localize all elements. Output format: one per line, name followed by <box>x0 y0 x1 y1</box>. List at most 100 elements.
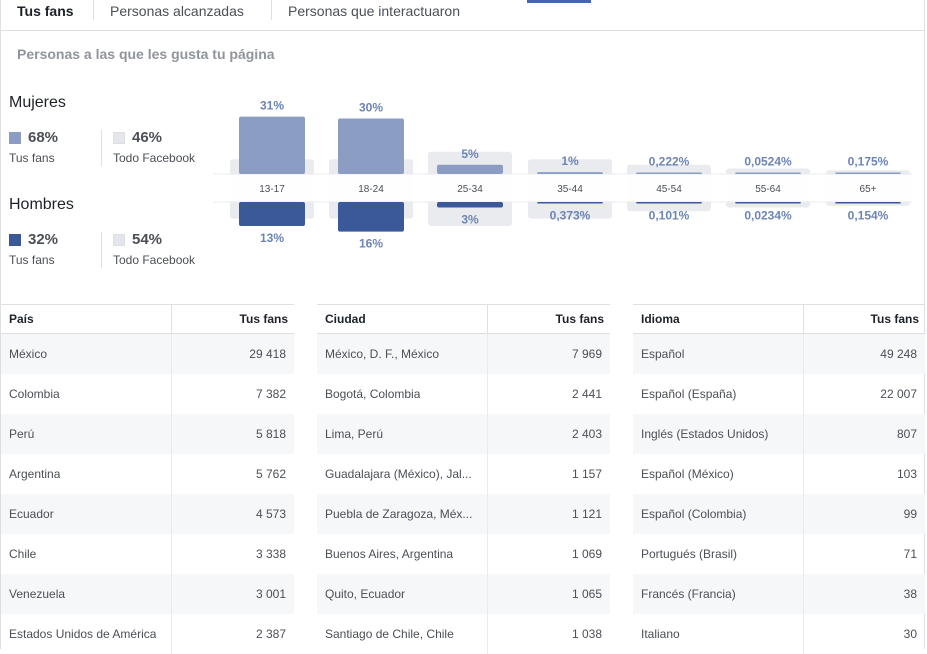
row-name: Colombia <box>9 387 60 401</box>
column-header-fans[interactable]: Tus fans <box>870 312 919 326</box>
men-bar-45-54 <box>636 202 702 204</box>
row-fans-count: 4 573 <box>255 507 286 521</box>
men-divider <box>101 232 102 268</box>
table-header: Idioma Tus fans <box>633 304 925 334</box>
row-name: Buenos Aires, Argentina <box>325 547 454 561</box>
row-name: Chile <box>9 547 37 561</box>
men-facebook-swatch <box>113 234 125 246</box>
table-row: México, D. F., México 7 969 <box>317 334 610 374</box>
men-bar-35-44 <box>537 202 603 204</box>
row-fans-count: 38 <box>903 587 917 601</box>
row-fans-count: 1 121 <box>571 507 602 521</box>
men-bar-25-34 <box>437 202 503 208</box>
table-body: Español 49 248 Español (España) 22 007 Inglé… <box>633 334 925 654</box>
column-divider <box>487 574 488 614</box>
row-fans-count: 3 338 <box>255 547 286 561</box>
table-row: Español 49 248 <box>633 334 925 374</box>
column-divider <box>487 414 488 454</box>
row-name: Portugués (Brasil) <box>641 547 738 561</box>
women-facebook-label: Todo Facebook <box>113 151 196 165</box>
men-value-label-25-34: 3% <box>461 213 479 227</box>
column-divider <box>487 305 488 333</box>
women-bar-45-54 <box>636 172 702 174</box>
row-name: México <box>9 347 48 361</box>
row-name: Inglés (Estados Unidos) <box>641 427 769 441</box>
row-fans-count: 30 <box>903 627 917 641</box>
men-facebook-percent: 54% <box>132 231 163 248</box>
men-value-label-13-17: 13% <box>260 231 284 245</box>
women-value-label-45-54: 0,222% <box>649 155 690 169</box>
column-divider <box>487 494 488 534</box>
table-row: Buenos Aires, Argentina 1 069 <box>317 534 610 574</box>
table-row: México 29 418 <box>1 334 294 374</box>
table-row: Español (Colombia) 99 <box>633 494 925 534</box>
table-row: Bogotá, Colombia 2 441 <box>317 374 610 414</box>
table-row: Italiano 30 <box>633 614 925 654</box>
column-header-name[interactable]: Idioma <box>641 312 680 326</box>
table-row: Guadalajara (México), Jal... 1 157 <box>317 454 610 494</box>
women-bar-35-44 <box>537 172 603 174</box>
row-fans-count: 1 065 <box>571 587 602 601</box>
row-name: México, D. F., México <box>325 347 440 361</box>
men-title: Hombres <box>9 196 74 213</box>
table-row: Chile 3 338 <box>1 534 294 574</box>
men-fans-swatch <box>9 234 21 246</box>
column-divider <box>487 614 488 654</box>
row-fans-count: 22 007 <box>880 387 917 401</box>
tab-personas-alcanzadas[interactable]: Personas alcanzadas <box>110 3 244 19</box>
row-name: Español (México) <box>641 467 734 481</box>
row-name: Puebla de Zaragoza, Méx... <box>325 507 473 521</box>
tab-indicator <box>527 0 591 3</box>
table-header: Ciudad Tus fans <box>317 304 610 334</box>
row-fans-count: 1 069 <box>571 547 602 561</box>
tab-tus-fans[interactable]: Tus fans <box>17 3 74 19</box>
table-row: Español (México) 103 <box>633 454 925 494</box>
column-divider <box>803 454 804 494</box>
row-fans-count: 2 387 <box>255 627 286 641</box>
row-name: Argentina <box>9 467 61 481</box>
row-fans-count: 71 <box>903 547 917 561</box>
column-header-name[interactable]: Ciudad <box>325 312 366 326</box>
column-header-fans[interactable]: Tus fans <box>239 312 288 326</box>
column-divider <box>803 574 804 614</box>
column-header-name[interactable]: País <box>9 312 34 326</box>
column-divider <box>171 374 172 414</box>
row-fans-count: 49 248 <box>880 347 917 361</box>
table-row: Perú 5 818 <box>1 414 294 454</box>
row-name: Estados Unidos de América <box>9 627 157 641</box>
column-divider <box>171 334 172 374</box>
column-divider <box>803 614 804 654</box>
table-row: Estados Unidos de América 2 387 <box>1 614 294 654</box>
men-fans-percent: 32% <box>28 231 59 248</box>
women-bar-65+ <box>835 172 901 174</box>
section-subtitle: Personas a las que les gusta tu página <box>17 46 275 62</box>
table-body: México, D. F., México 7 969 Bogotá, Colomb… <box>317 334 610 654</box>
table-row: Ecuador 4 573 <box>1 494 294 534</box>
men-bar-13-17 <box>239 202 305 227</box>
tab-divider <box>271 0 272 20</box>
column-divider <box>803 305 804 333</box>
men-facebook-label: Todo Facebook <box>113 253 196 267</box>
row-fans-count: 1 157 <box>571 467 602 481</box>
row-fans-count: 3 001 <box>255 587 286 601</box>
column-header-fans[interactable]: Tus fans <box>555 312 604 326</box>
age-tick-13-17: 13-17 <box>259 184 285 195</box>
women-bar-13-17 <box>239 116 305 174</box>
table-row: Español (España) 22 007 <box>633 374 925 414</box>
tab-personas-interactuaron[interactable]: Personas que interactuaron <box>288 3 460 19</box>
men-bar-55-64 <box>735 202 801 204</box>
table-row: Portugués (Brasil) 71 <box>633 534 925 574</box>
age-tick-35-44: 35-44 <box>557 184 583 195</box>
age-gender-chart: 31% 13% 13-17 30% 16% 18-24 5% 3% 25-34 1% 0,373% 3… <box>214 99 912 251</box>
column-divider <box>171 494 172 534</box>
women-value-label-18-24: 30% <box>359 101 383 115</box>
column-divider <box>487 534 488 574</box>
tab-bar: Tus fans Personas alcanzadas Personas qu… <box>0 0 925 31</box>
row-name: Venezuela <box>9 587 66 601</box>
table-body: México 29 418 Colombia 7 382 Perú 5 818 Argent… <box>1 334 294 654</box>
men-value-label-65+: 0,154% <box>848 209 889 223</box>
column-divider <box>171 534 172 574</box>
table-row: Colombia 7 382 <box>1 374 294 414</box>
row-name: Guadalajara (México), Jal... <box>325 467 472 481</box>
